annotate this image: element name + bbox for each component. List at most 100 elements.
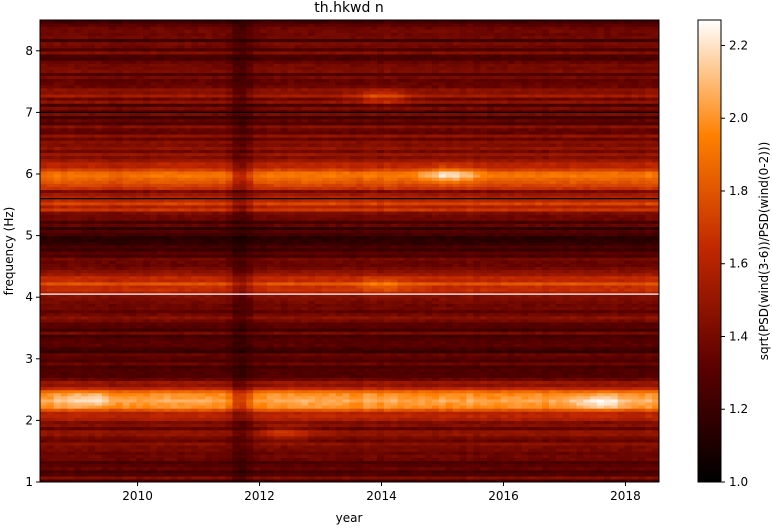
heatmap-cell xyxy=(170,337,179,341)
heatmap-cell xyxy=(129,364,137,369)
heatmap-cell xyxy=(150,155,158,160)
heatmap-cell xyxy=(53,32,62,36)
heatmap-cell xyxy=(205,23,213,27)
heatmap-cell xyxy=(156,408,165,412)
heatmap-cell xyxy=(67,177,75,181)
heatmap-cell xyxy=(211,26,220,30)
heatmap-cell xyxy=(177,167,186,172)
heatmap-cell xyxy=(46,100,55,104)
heatmap-cell xyxy=(143,238,151,243)
heatmap-cell xyxy=(225,118,234,123)
heatmap-cell xyxy=(60,438,69,443)
heatmap-cell xyxy=(218,460,227,465)
heatmap-cell xyxy=(232,44,241,49)
heatmap-cell xyxy=(108,44,117,49)
heatmap-cell xyxy=(136,478,144,482)
heatmap-cell xyxy=(225,448,234,452)
heatmap-cell xyxy=(163,38,172,43)
heatmap-cell xyxy=(163,355,172,360)
heatmap-cell xyxy=(74,398,82,403)
heatmap-cell xyxy=(60,306,69,311)
heatmap-cell xyxy=(211,386,220,391)
heatmap-cell xyxy=(191,47,199,52)
heatmap-cell xyxy=(211,100,220,104)
heatmap-cell xyxy=(225,66,234,70)
heatmap-cell xyxy=(101,103,110,107)
heatmap-cell xyxy=(46,124,55,129)
heatmap-cell xyxy=(46,328,55,332)
heatmap-cell xyxy=(122,297,131,301)
heatmap-cell xyxy=(184,180,192,184)
heatmap-cell xyxy=(115,281,124,286)
heatmap-cell xyxy=(163,401,172,406)
heatmap-cell xyxy=(67,217,75,221)
heatmap-cell xyxy=(60,380,69,385)
heatmap-cell xyxy=(163,321,172,326)
heatmap-cell xyxy=(191,75,199,80)
heatmap-cell xyxy=(81,143,89,147)
heatmap-cell xyxy=(198,244,206,249)
heatmap-cell xyxy=(122,146,131,150)
heatmap-cell xyxy=(122,63,131,67)
heatmap-cell xyxy=(108,204,117,209)
heatmap-cell xyxy=(88,78,96,83)
heatmap-cell xyxy=(198,29,206,33)
heatmap-cell xyxy=(88,152,96,157)
heatmap-cell xyxy=(136,297,144,301)
heatmap-cell xyxy=(232,97,241,101)
heatmap-cell xyxy=(150,189,158,194)
heatmap-cell xyxy=(81,469,89,474)
heatmap-cell xyxy=(67,386,75,391)
heatmap-cell xyxy=(225,312,234,317)
heatmap-cell xyxy=(81,275,89,280)
heatmap-cell xyxy=(218,478,227,482)
heatmap-cell xyxy=(150,198,158,203)
heatmap-cell xyxy=(108,448,117,452)
heatmap-cell xyxy=(81,423,89,428)
heatmap-cell xyxy=(46,152,55,157)
heatmap-cell xyxy=(163,174,172,178)
heatmap-cell xyxy=(232,303,241,308)
heatmap-cell xyxy=(53,278,62,283)
heatmap-cell xyxy=(136,75,144,80)
heatmap-cell xyxy=(101,106,110,110)
heatmap-cell xyxy=(115,287,124,292)
heatmap-cell xyxy=(74,318,82,323)
heatmap-cell xyxy=(232,466,241,471)
heatmap-cell xyxy=(101,214,110,218)
heatmap-cell xyxy=(40,170,48,175)
heatmap-cell xyxy=(232,294,241,298)
heatmap-cell xyxy=(81,201,89,206)
heatmap-cell xyxy=(108,167,117,172)
heatmap-cell xyxy=(218,78,227,83)
heatmap-cell xyxy=(46,272,55,277)
heatmap-cell xyxy=(46,78,55,83)
heatmap-cell xyxy=(163,223,172,227)
heatmap-cell xyxy=(129,44,137,49)
heatmap-cell xyxy=(136,324,144,329)
heatmap-cell xyxy=(156,204,165,209)
heatmap-cell xyxy=(60,247,69,252)
heatmap-cell xyxy=(205,445,213,449)
heatmap-cell xyxy=(129,451,137,455)
heatmap-cell xyxy=(95,432,103,437)
heatmap-cell xyxy=(232,72,241,77)
heatmap-cell xyxy=(53,50,62,55)
heatmap-cell xyxy=(88,66,96,70)
heatmap-cell xyxy=(211,315,220,320)
heatmap-cell xyxy=(74,56,82,61)
heatmap-cell xyxy=(136,158,144,163)
heatmap-cell xyxy=(143,149,151,154)
heatmap-cell xyxy=(74,38,82,43)
heatmap-cell xyxy=(81,47,89,52)
heatmap-cell xyxy=(177,291,186,295)
heatmap-cell xyxy=(225,257,234,261)
heatmap-cell xyxy=(115,50,124,55)
heatmap-cell xyxy=(67,204,75,209)
heatmap-cell xyxy=(198,192,206,197)
heatmap-cell xyxy=(60,475,69,480)
heatmap-cell xyxy=(40,321,48,326)
heatmap-cell xyxy=(150,383,158,388)
heatmap-cell xyxy=(143,217,151,221)
heatmap-cell xyxy=(74,140,82,144)
